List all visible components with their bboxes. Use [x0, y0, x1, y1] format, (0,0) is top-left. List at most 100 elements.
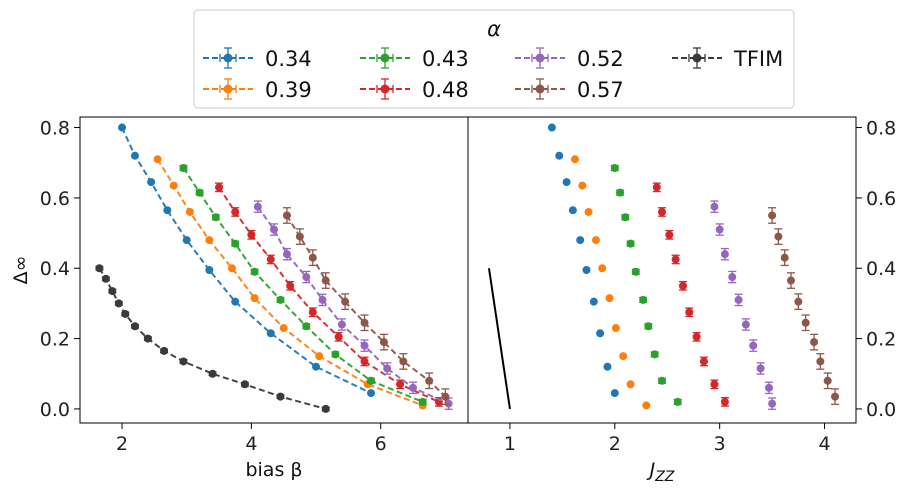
legend-frame: [193, 9, 795, 109]
left-point-0-57: [321, 276, 330, 285]
left-point-tfim: [160, 346, 169, 355]
left-axes-frame: [79, 116, 469, 424]
legend-marker: [692, 53, 702, 63]
left-point-0-39: [279, 324, 288, 333]
right-point-0-34: [589, 297, 598, 306]
left-point-0-43: [211, 213, 220, 222]
left-point-tfim: [121, 309, 130, 318]
right-series: [487, 123, 840, 410]
right-point-0-34: [576, 236, 585, 245]
right-point-0-48: [665, 230, 674, 239]
right-x-tick-label: 1: [504, 433, 516, 455]
left-x-tick-label: 6: [375, 433, 387, 455]
left-point-0-57: [282, 211, 291, 220]
left-point-tfim: [321, 404, 330, 413]
left-point-0-39: [153, 155, 162, 164]
left-series: [95, 123, 453, 413]
right-point-0-52: [741, 320, 750, 329]
left-panel: 2 4 6 0.0 0.2 0.4 0.6 0.8 bias β Δ∞: [10, 116, 469, 481]
left-point-tfim: [108, 287, 117, 296]
right-point-0-39: [642, 401, 651, 410]
left-point-tfim: [114, 299, 123, 308]
left-series-line-0-48: [218, 186, 440, 403]
legend-marker: [223, 53, 233, 63]
right-point-0-39: [598, 264, 607, 273]
right-y-tick-label: 0.6: [866, 188, 896, 210]
left-point-0-57: [441, 392, 450, 401]
left-point-0-48: [266, 255, 275, 264]
legend-marker: [380, 84, 390, 94]
right-point-0-43: [631, 267, 640, 276]
right-point-0-39: [605, 294, 614, 303]
right-point-0-48: [652, 183, 661, 192]
right-point-0-48: [671, 255, 680, 264]
right-point-0-48: [678, 281, 687, 290]
left-point-0-43: [231, 239, 240, 248]
left-series-line-0-52: [256, 206, 450, 405]
right-point-0-57: [816, 357, 825, 366]
left-point-0-43: [179, 164, 188, 172]
right-point-0-43: [626, 239, 635, 248]
right-x-axis-label-sub: ZZ: [654, 469, 675, 485]
legend-label: 0.43: [422, 47, 469, 71]
right-x-tick-label: 4: [818, 433, 830, 455]
right-point-0-39: [584, 207, 593, 216]
left-y-axis-label: Δ∞: [10, 256, 32, 285]
right-point-0-43: [610, 164, 619, 172]
right-point-0-52: [715, 225, 724, 234]
right-point-0-43: [658, 376, 666, 385]
left-point-0-39: [169, 181, 178, 190]
left-point-0-57: [308, 253, 317, 262]
left-y-tick-label: 0.2: [40, 329, 70, 351]
legend-label: 0.39: [265, 78, 312, 102]
right-y-tick-label: 0.8: [866, 118, 896, 140]
legend-entries: 0.34 0.39 0.43 0.48 0.52 0.57 TFIM: [203, 47, 783, 102]
left-point-0-48: [286, 281, 295, 290]
legend-marker: [223, 84, 233, 94]
legend-title: α: [487, 17, 501, 41]
right-point-0-43: [639, 295, 648, 304]
right-point-0-57: [768, 211, 777, 220]
right-y-tick-label: 0.2: [866, 329, 896, 351]
left-point-0-34: [147, 178, 156, 187]
right-point-0-43: [621, 213, 630, 222]
right-tfim-line: [487, 268, 511, 410]
left-series-line-0-43: [182, 167, 424, 403]
left-point-0-52: [409, 383, 418, 392]
left-point-tfim: [95, 264, 104, 273]
right-point-0-43: [616, 188, 625, 197]
right-point-0-39: [611, 324, 620, 333]
right-point-0-39: [591, 236, 600, 245]
right-point-0-34: [603, 362, 612, 371]
right-y-tick-label: 0.4: [866, 258, 896, 280]
left-point-0-57: [399, 357, 408, 366]
left-point-0-34: [163, 206, 172, 215]
legend: α 0.34 0.39 0.43 0.48 0.52 0.57 TFIM: [193, 9, 795, 109]
left-point-0-52: [383, 364, 392, 373]
left-point-0-52: [282, 250, 291, 259]
left-point-0-57: [425, 376, 434, 385]
left-point-0-39: [250, 294, 259, 303]
left-point-0-48: [308, 308, 317, 317]
left-point-0-57: [341, 297, 350, 306]
right-point-0-34: [555, 151, 564, 160]
left-point-tfim: [240, 380, 249, 389]
left-point-0-39: [227, 264, 236, 273]
right-x-axis-label-main: J: [646, 459, 656, 481]
left-point-0-43: [250, 267, 259, 276]
right-y-tick-label: 0.0: [866, 399, 896, 421]
right-x-tick-label: 2: [609, 433, 621, 455]
right-point-0-34: [582, 266, 591, 274]
left-point-0-39: [185, 207, 194, 216]
right-x-tick-label: 3: [714, 433, 726, 455]
right-point-0-39: [619, 352, 628, 361]
right-point-0-34: [610, 389, 619, 398]
left-y-tick-label: 0.4: [40, 258, 70, 280]
right-point-0-43: [673, 397, 682, 406]
left-point-tfim: [101, 274, 110, 283]
left-point-0-39: [205, 236, 214, 245]
left-point-0-48: [215, 183, 224, 192]
right-point-0-34: [596, 329, 605, 338]
right-point-0-57: [810, 338, 819, 347]
